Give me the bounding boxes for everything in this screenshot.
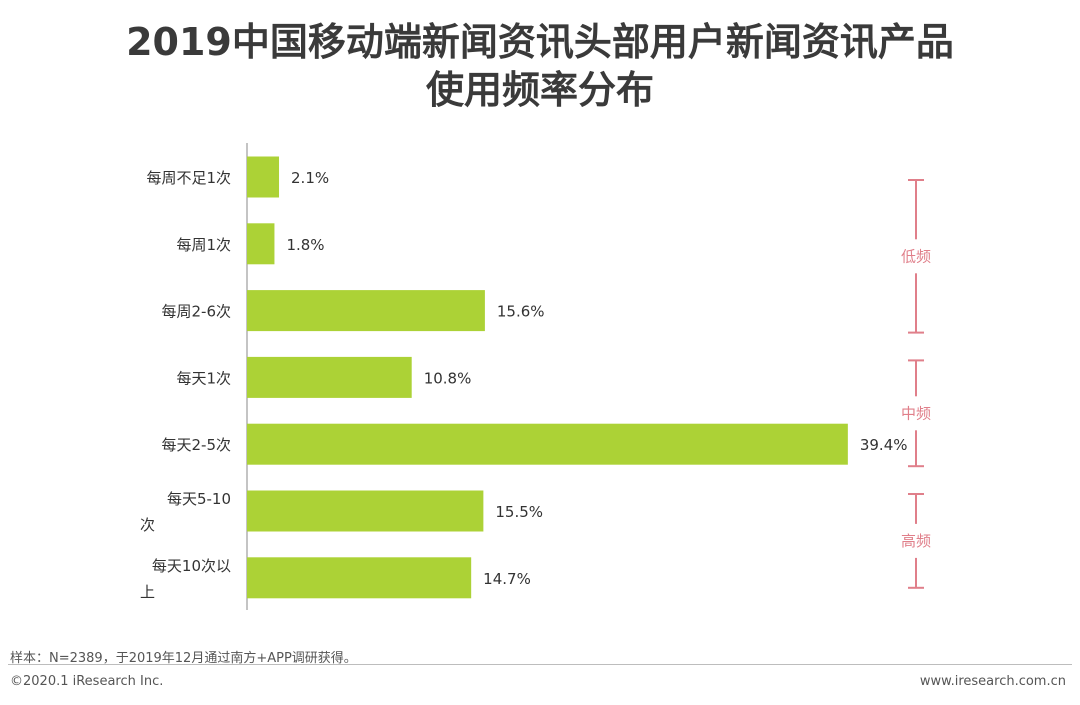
- category-label: 每天5-10 次: [140, 490, 231, 534]
- bar: [247, 423, 848, 465]
- bar: [247, 156, 280, 198]
- bar: [247, 490, 484, 532]
- website-link[interactable]: www.iresearch.com.cn: [919, 674, 1066, 689]
- data-label: 2.1%: [291, 169, 329, 187]
- group-label: 中频: [901, 404, 931, 422]
- group-label: 高频: [901, 532, 931, 550]
- category-label: 每天10次以上: [140, 557, 231, 601]
- copyright-text: ©2020.1 iResearch Inc.: [10, 674, 164, 689]
- group-label: 低频: [901, 247, 931, 265]
- sample-note: 样本：N=2389，于2019年12月通过南方+APP调研获得。: [10, 651, 357, 666]
- category-label: 每周2-6次: [162, 303, 232, 321]
- category-label: 每天2-5次: [162, 436, 232, 454]
- bar: [247, 356, 412, 398]
- bar-chart: 2.1% 每周不足1次 1.8% 每周1次 15.6% 每周2-6次 10.8% 每天1次 39…: [140, 143, 931, 610]
- footer-divider: [8, 664, 1072, 665]
- data-label: 39.4%: [860, 436, 908, 454]
- chart-title-line-1: 2019中国移动端新闻资讯头部用户新闻资讯产品: [126, 20, 954, 64]
- data-label: 15.6%: [497, 303, 545, 321]
- category-label: 每天1次: [176, 369, 231, 387]
- bar: [247, 557, 472, 599]
- data-label: 15.5%: [495, 503, 543, 521]
- data-label: 10.8%: [424, 369, 472, 387]
- category-label: 每周1次: [176, 236, 231, 254]
- category-label: 每周不足1次: [146, 169, 231, 187]
- bar: [247, 290, 485, 332]
- chart-title-line-2: 使用频率分布: [425, 68, 654, 112]
- data-label: 1.8%: [286, 236, 324, 254]
- chart-title: 2019中国移动端新闻资讯头部用户新闻资讯产品 使用频率分布: [0, 18, 1080, 114]
- bar: [247, 223, 275, 265]
- data-label: 14.7%: [483, 570, 531, 588]
